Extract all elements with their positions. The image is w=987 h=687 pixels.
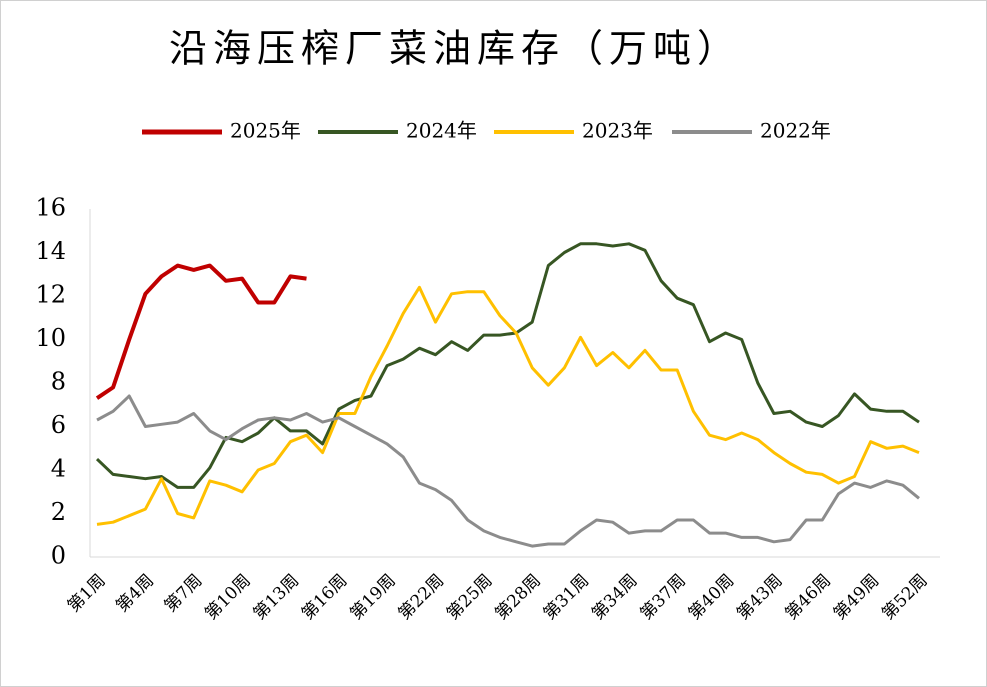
y-tick-label: 0 xyxy=(51,542,66,570)
y-tick-label: 8 xyxy=(51,368,66,396)
y-tick-label: 4 xyxy=(51,455,66,483)
legend-label: 2023年 xyxy=(582,119,653,143)
y-tick-label: 16 xyxy=(35,194,66,222)
series-line xyxy=(96,394,920,548)
series-line xyxy=(95,263,307,400)
y-tick-label: 2 xyxy=(51,498,66,526)
y-tick-label: 6 xyxy=(51,411,66,439)
series-line xyxy=(95,242,920,489)
series-line xyxy=(96,285,920,526)
y-tick-label: 10 xyxy=(35,324,66,352)
legend-label: 2022年 xyxy=(760,119,831,143)
y-tick-label: 14 xyxy=(35,237,66,265)
chart-title: 沿海压榨厂菜油库存（万吨） xyxy=(169,27,741,71)
y-tick-label: 12 xyxy=(35,281,66,309)
legend-label: 2025年 xyxy=(230,119,301,143)
legend-label: 2024年 xyxy=(406,119,477,143)
